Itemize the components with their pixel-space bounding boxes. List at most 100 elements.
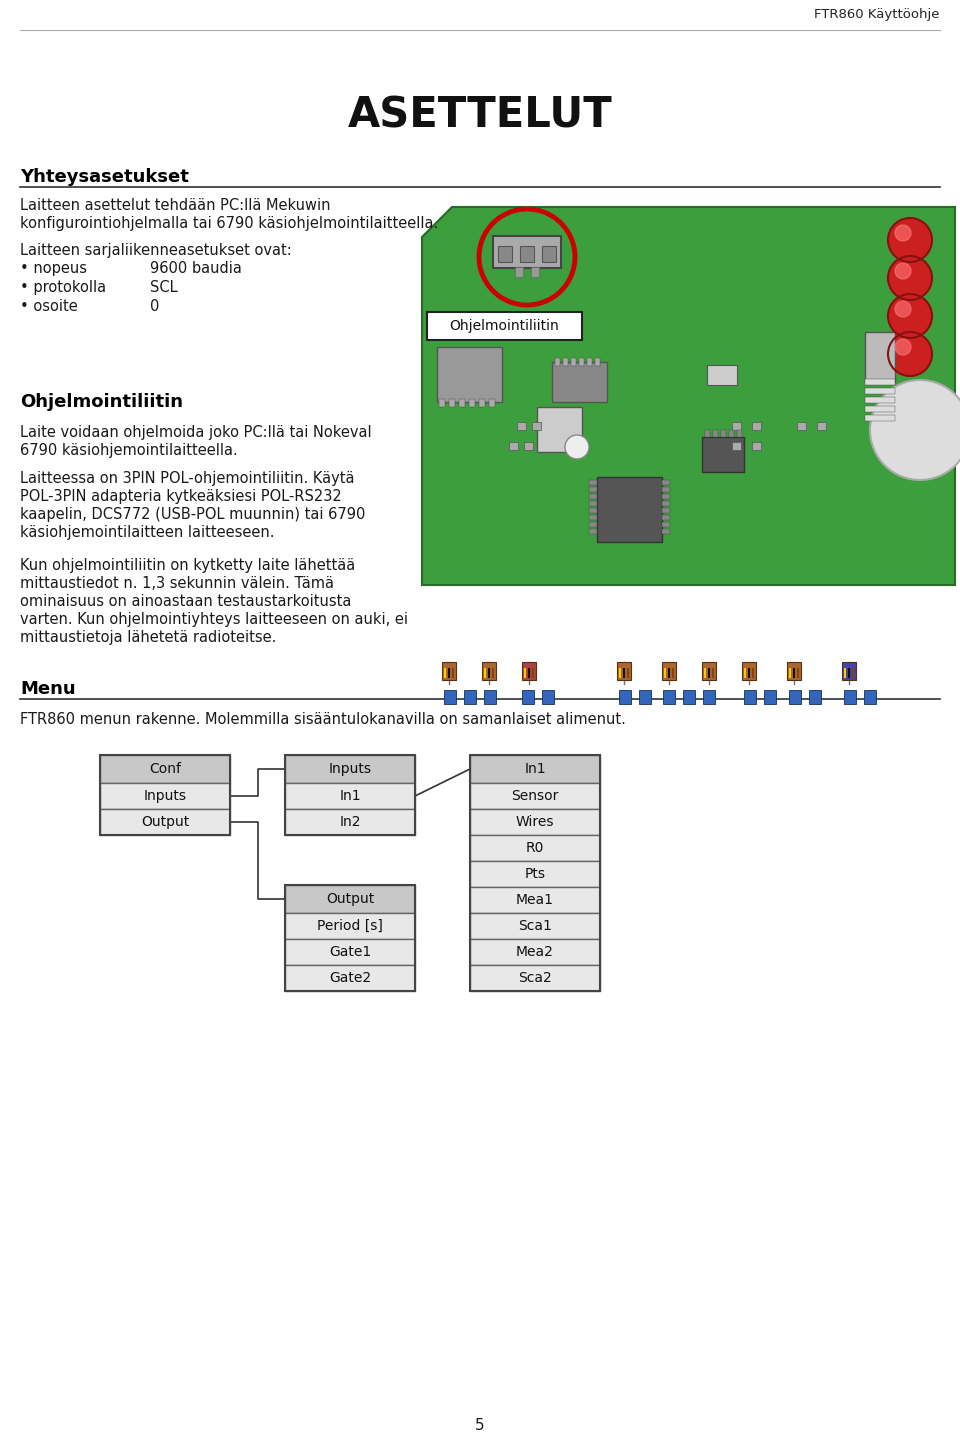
Text: 0: 0 — [150, 299, 159, 314]
Bar — [515, 267, 523, 278]
Text: konfigurointiohjelmalla tai 6790 käsiohjelmointilaitteella.: konfigurointiohjelmalla tai 6790 käsiohj… — [20, 216, 439, 231]
Bar — [842, 663, 856, 680]
Text: • nopeus: • nopeus — [20, 262, 87, 276]
Circle shape — [888, 331, 932, 376]
Text: varten. Kun ohjelmointiyhteys laitteeseen on auki, ei: varten. Kun ohjelmointiyhteys laitteesee… — [20, 612, 408, 628]
Bar — [713, 430, 718, 437]
Bar — [100, 783, 230, 809]
Bar — [589, 522, 597, 527]
Text: ASETTELUT: ASETTELUT — [348, 94, 612, 137]
Bar — [597, 477, 662, 542]
Text: Yhteysasetukset: Yhteysasetukset — [20, 169, 189, 186]
Bar — [100, 756, 230, 783]
Text: Menu: Menu — [20, 680, 76, 697]
Bar — [444, 690, 456, 705]
Bar — [729, 430, 734, 437]
Bar — [464, 690, 476, 705]
Bar — [484, 690, 496, 705]
Bar — [589, 479, 597, 485]
Bar — [732, 442, 741, 450]
Bar — [437, 347, 502, 402]
Bar — [469, 400, 475, 407]
Circle shape — [888, 294, 932, 339]
Bar — [865, 379, 895, 385]
Text: 5: 5 — [475, 1418, 485, 1433]
Bar — [865, 416, 895, 421]
Bar — [865, 405, 895, 413]
Bar — [662, 529, 670, 535]
Text: • protokolla: • protokolla — [20, 280, 107, 295]
Bar — [522, 690, 534, 705]
Bar — [787, 663, 801, 680]
Text: Output: Output — [141, 815, 189, 830]
Bar — [579, 357, 584, 366]
Bar — [470, 939, 600, 965]
Bar — [470, 835, 600, 862]
Bar — [589, 509, 597, 513]
Bar — [662, 514, 670, 520]
Bar — [470, 756, 600, 991]
Bar — [459, 400, 465, 407]
Bar — [470, 886, 600, 912]
Circle shape — [895, 301, 911, 317]
Text: 6790 käsiohjemointilaitteella.: 6790 käsiohjemointilaitteella. — [20, 443, 238, 458]
Bar — [509, 442, 518, 450]
Bar — [537, 407, 582, 452]
Circle shape — [888, 218, 932, 262]
Text: Pts: Pts — [524, 867, 545, 881]
Text: FTR860 menun rakenne. Molemmilla sisääntulokanavilla on samanlaiset alimenut.: FTR860 menun rakenne. Molemmilla sisäänt… — [20, 712, 626, 726]
Text: In2: In2 — [339, 815, 361, 830]
Bar — [493, 235, 561, 267]
Text: Kun ohjelmointiliitin on kytketty laite lähettää: Kun ohjelmointiliitin on kytketty laite … — [20, 558, 355, 572]
Text: Conf: Conf — [149, 761, 181, 776]
Circle shape — [565, 434, 589, 459]
Bar — [285, 756, 415, 783]
Bar — [470, 756, 600, 783]
Text: Ohjelmointiliitin: Ohjelmointiliitin — [20, 392, 183, 411]
Text: Inputs: Inputs — [328, 761, 372, 776]
Bar — [764, 690, 776, 705]
Bar — [817, 421, 826, 430]
Bar — [589, 514, 597, 520]
Bar — [742, 663, 756, 680]
Bar — [752, 442, 761, 450]
Bar — [589, 494, 597, 498]
Bar — [470, 862, 600, 886]
Bar — [285, 756, 415, 835]
Bar — [662, 479, 670, 485]
Bar — [619, 690, 631, 705]
Text: mittaustiedot n. 1,3 sekunnin välein. Tämä: mittaustiedot n. 1,3 sekunnin välein. Tä… — [20, 575, 334, 591]
Circle shape — [870, 381, 960, 479]
Circle shape — [895, 339, 911, 355]
Bar — [100, 756, 230, 835]
Bar — [865, 397, 895, 402]
Text: Period [s]: Period [s] — [317, 918, 383, 933]
Text: kaapelin, DCS772 (USB-POL muunnin) tai 6790: kaapelin, DCS772 (USB-POL muunnin) tai 6… — [20, 507, 366, 522]
Text: • osoite: • osoite — [20, 299, 78, 314]
Bar — [489, 400, 495, 407]
Bar — [639, 690, 651, 705]
Bar — [524, 442, 533, 450]
Text: käsiohjemointilaitteen laitteeseen.: käsiohjemointilaitteen laitteeseen. — [20, 525, 275, 541]
Bar — [285, 783, 415, 809]
Text: Gate2: Gate2 — [329, 971, 372, 985]
Bar — [531, 267, 539, 278]
Text: Ohjelmointiliitin: Ohjelmointiliitin — [449, 320, 560, 333]
Bar — [439, 400, 445, 407]
Text: Laitteen asettelut tehdään PC:llä Mekuwin: Laitteen asettelut tehdään PC:llä Mekuwi… — [20, 198, 330, 214]
Text: SCL: SCL — [150, 280, 178, 295]
Bar — [532, 421, 541, 430]
Text: In1: In1 — [524, 761, 546, 776]
Bar — [595, 357, 600, 366]
Bar — [285, 965, 415, 991]
Bar — [552, 362, 607, 402]
Circle shape — [895, 263, 911, 279]
Bar — [721, 430, 726, 437]
Bar — [542, 690, 554, 705]
Bar — [479, 400, 485, 407]
Bar — [285, 885, 415, 991]
Text: Mea1: Mea1 — [516, 894, 554, 907]
Bar — [662, 522, 670, 527]
Bar — [702, 663, 716, 680]
Bar — [563, 357, 568, 366]
